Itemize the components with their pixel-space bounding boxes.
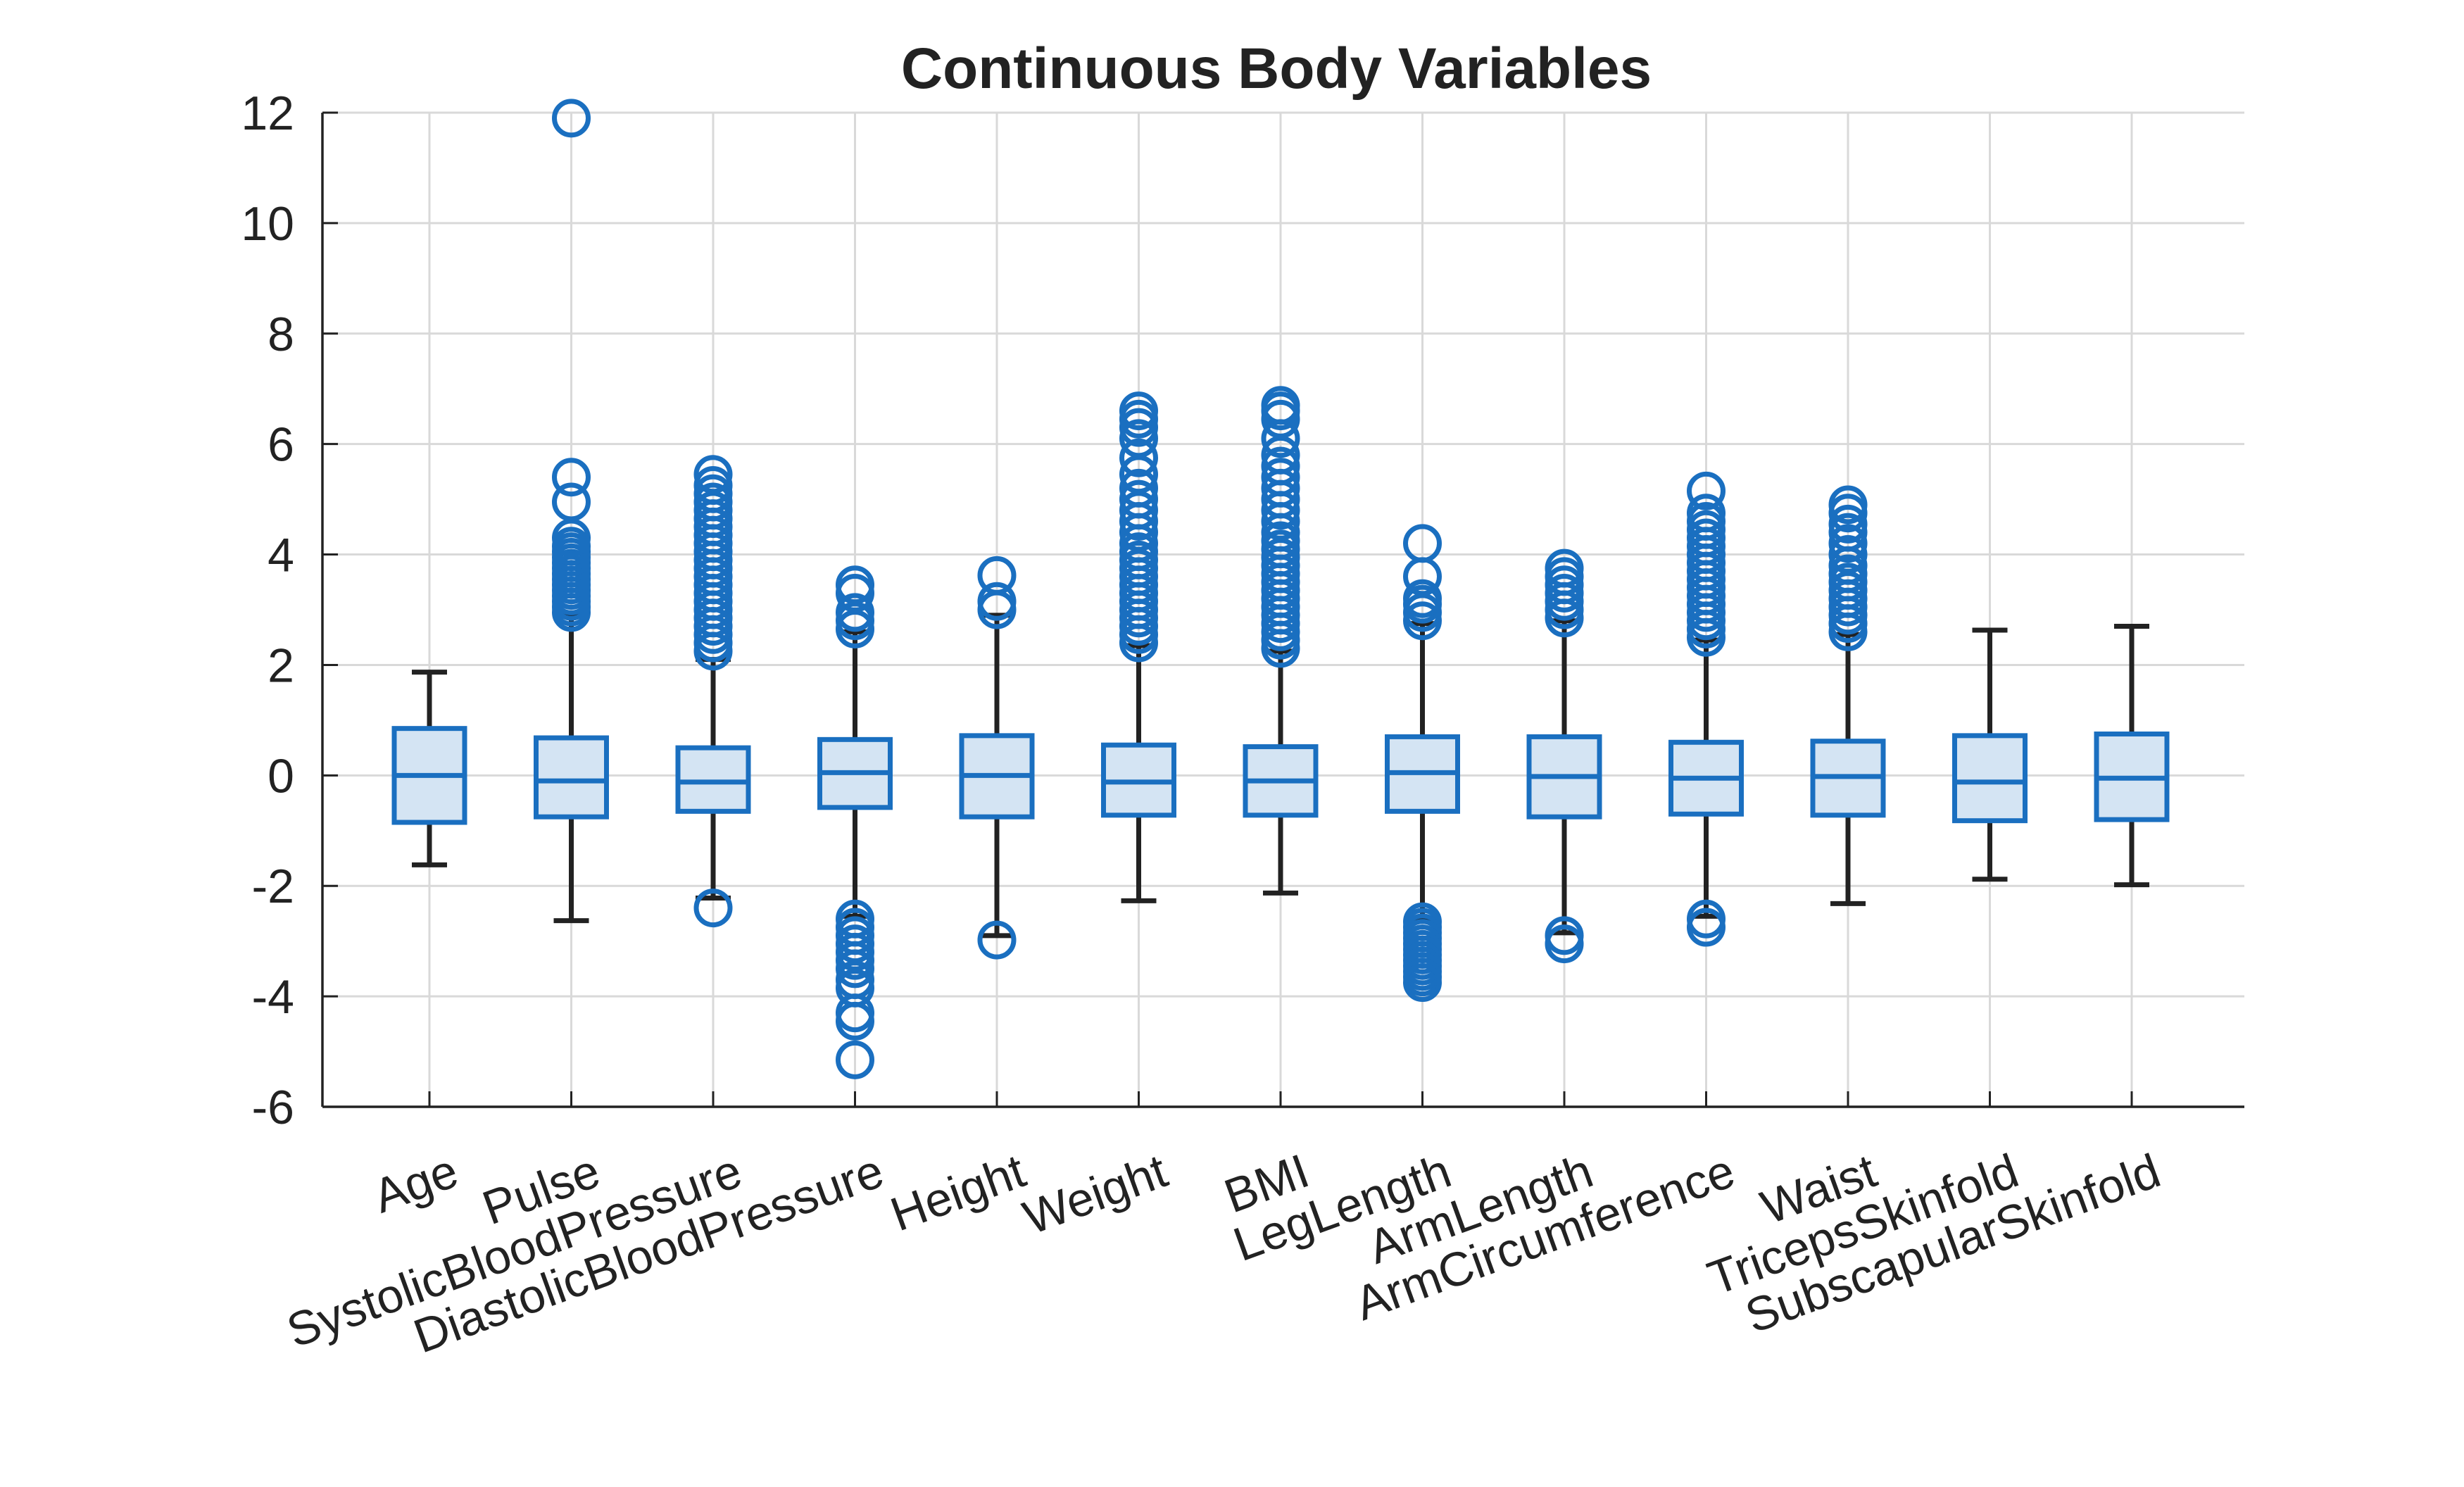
outlier-point	[1545, 548, 1584, 588]
iqr-box	[1952, 733, 2028, 824]
outlier-point	[1119, 438, 1158, 477]
iqr-box	[675, 745, 751, 814]
outlier-point	[552, 458, 591, 497]
iqr-box	[534, 735, 609, 820]
x-tick-label: Height	[884, 1144, 1032, 1242]
outlier-point	[836, 593, 874, 632]
box-ArmCircumference	[1668, 471, 1744, 947]
box-BMI	[1243, 386, 1319, 896]
outlier-point	[977, 582, 1017, 621]
box-TricepsSkinfold	[1952, 627, 2028, 882]
box-layer	[391, 99, 2170, 1079]
box-Pulse	[534, 99, 609, 924]
outlier-point	[1545, 924, 1584, 964]
box-Age	[391, 670, 467, 867]
outlier-point	[1687, 471, 1726, 510]
outlier-point	[836, 1040, 874, 1079]
outlier-point	[977, 556, 1017, 595]
y-tick-label: 4	[268, 529, 294, 582]
outlier-point	[1403, 579, 1442, 618]
y-tick-label: 6	[268, 418, 294, 472]
outlier-point	[1261, 446, 1300, 486]
outlier-point	[693, 455, 733, 494]
box-LegLength	[1385, 524, 1460, 1002]
outlier-point	[1828, 485, 1868, 525]
outlier-point	[1119, 468, 1158, 508]
y-tick-label: 8	[268, 308, 294, 361]
outlier-point	[836, 949, 874, 989]
outlier-point	[1119, 391, 1158, 431]
y-tick-label: 2	[268, 639, 294, 692]
outlier-point	[1828, 535, 1868, 575]
outlier-point	[693, 889, 733, 928]
y-tick-label: -4	[252, 970, 294, 1024]
outlier-point	[977, 920, 1017, 960]
box-ArmLength	[1526, 548, 1602, 964]
outlier-point	[1261, 458, 1300, 497]
box-SubscapularSkinfold	[2094, 624, 2170, 888]
y-tick-label: -6	[252, 1081, 294, 1134]
outlier-point	[1687, 494, 1726, 533]
grid-layer	[322, 111, 2244, 1108]
y-tick-label: 10	[241, 197, 294, 251]
box-DiastolicBloodPressure	[817, 565, 893, 1079]
box-Height	[959, 556, 1035, 960]
outlier-point	[693, 466, 733, 505]
y-tick-label: 0	[268, 749, 294, 803]
outlier-point	[552, 482, 591, 522]
outlier-point	[1828, 524, 1868, 563]
box-Weight	[1101, 391, 1176, 903]
x-tick-label: Weight	[1017, 1144, 1174, 1245]
outlier-point	[836, 565, 874, 605]
outlier-point	[1119, 479, 1158, 519]
outlier-point	[1403, 524, 1442, 563]
chart-title: Continuous Body Variables	[901, 37, 1652, 101]
box-SystolicBloodPressure	[675, 455, 751, 928]
outlier-point	[1403, 963, 1442, 1002]
outlier-point	[1828, 504, 1868, 544]
outlier-point	[1261, 386, 1300, 425]
x-tick-label: Age	[366, 1144, 465, 1224]
outlier-point	[1119, 419, 1158, 458]
y-tick-label: -2	[252, 860, 294, 913]
y-tick-label: 12	[241, 87, 294, 140]
outlier-point	[552, 99, 591, 138]
outlier-point	[836, 1001, 874, 1041]
outlier-point	[1687, 908, 1726, 947]
box-Waist	[1810, 485, 1886, 906]
